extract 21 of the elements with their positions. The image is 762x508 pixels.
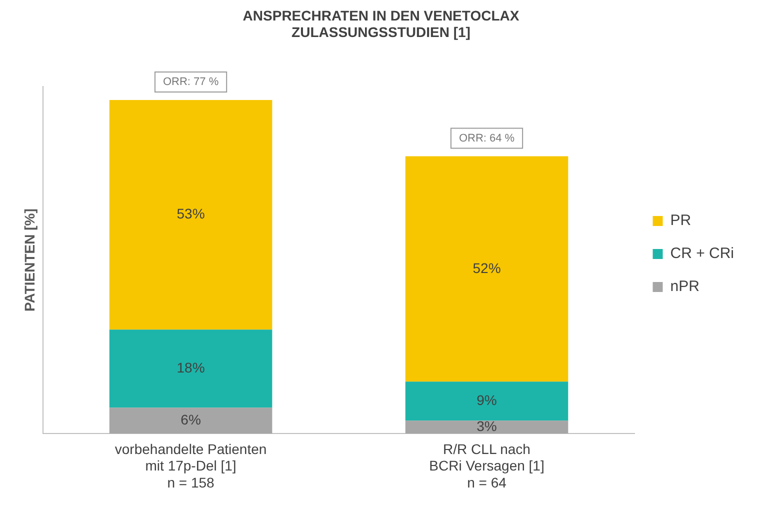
legend-label: nPR: [670, 278, 700, 296]
data-label: 9%: [476, 392, 497, 408]
data-label: 6%: [180, 411, 201, 428]
bar: [405, 382, 568, 421]
bar: [109, 408, 272, 434]
data-label: 3%: [476, 418, 497, 434]
legend-label: PR: [670, 212, 692, 230]
chart-title: ANSPRECHRATEN IN DEN VENETOCLAX ZULASSUNGSSTUDIEN [1]: [242, 7, 520, 40]
x-tick-label: R/R CLL nach BCRi Versagen [1] n = 64: [429, 440, 544, 490]
bar: [405, 420, 568, 434]
data-label: 52%: [472, 260, 501, 276]
legend-label: CR + CRi: [670, 245, 734, 262]
data-label: 53%: [176, 206, 205, 222]
total-label: ORR: 64 %: [458, 132, 515, 144]
y-axis-title: PATIENTEN [%]: [21, 208, 38, 312]
bar: [405, 156, 568, 382]
total-label: ORR: 77 %: [162, 76, 219, 88]
bar: [109, 100, 272, 330]
x-tick-label: vorbehandelte Patienten mit 17p-Del [1] n = 158: [114, 440, 267, 490]
bar: [109, 330, 272, 408]
data-label: 18%: [176, 359, 205, 376]
